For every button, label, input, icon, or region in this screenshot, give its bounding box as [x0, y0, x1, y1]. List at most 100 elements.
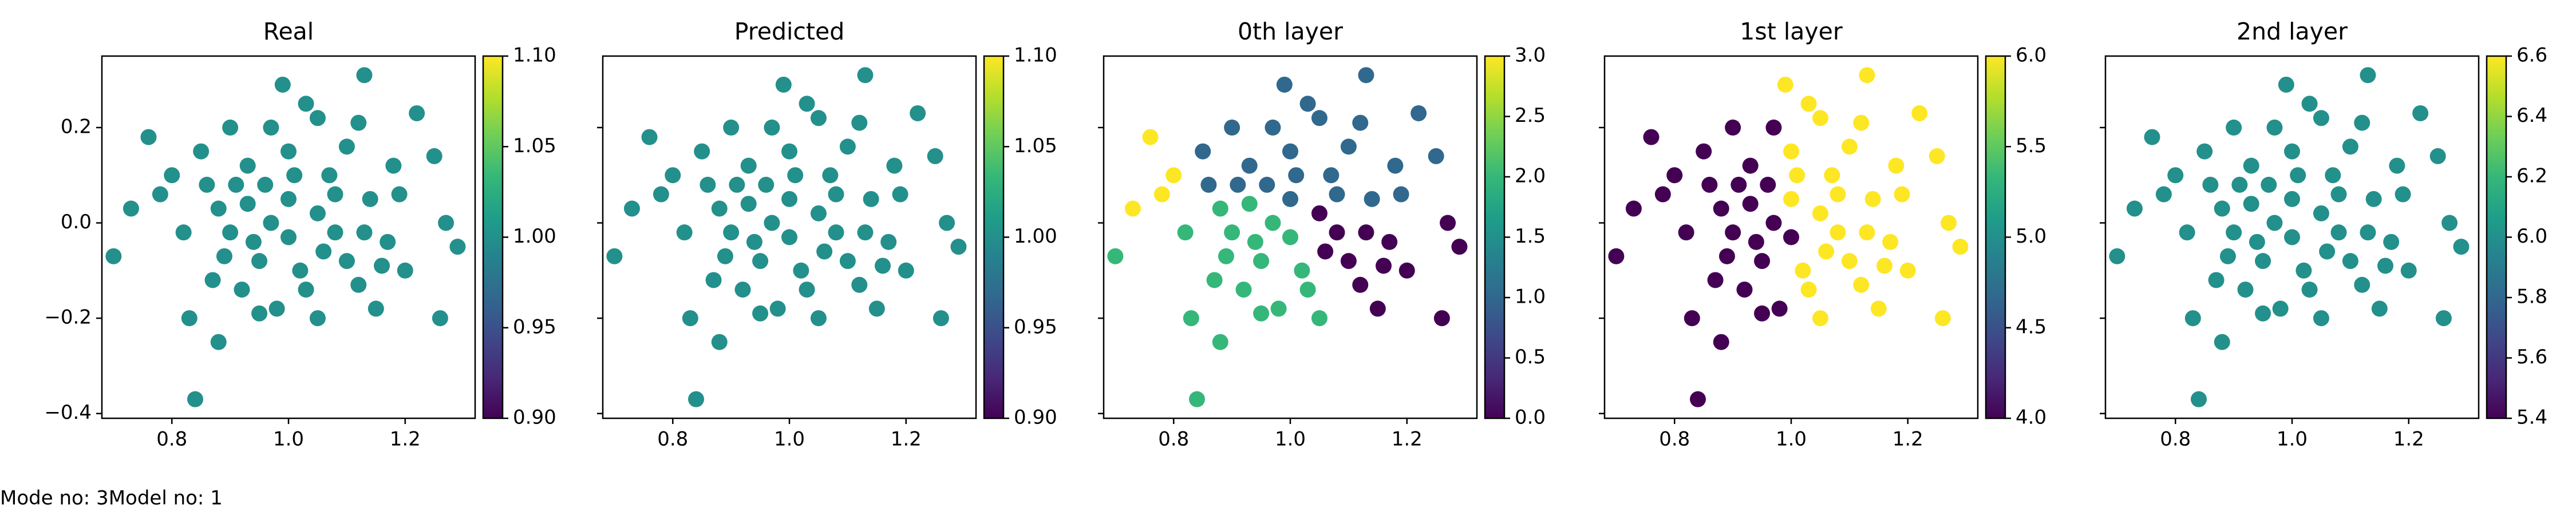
- point: [775, 76, 792, 93]
- colorbar-tick-label: 6.0: [2516, 225, 2547, 248]
- point: [898, 262, 914, 279]
- point: [1177, 224, 1194, 241]
- point: [2272, 300, 2289, 317]
- point: [2214, 200, 2230, 217]
- point: [1824, 167, 1840, 184]
- point: [875, 258, 891, 274]
- point: [740, 157, 757, 174]
- colorbar-tick-label: 0.90: [513, 406, 556, 429]
- point: [1853, 276, 1870, 293]
- point: [839, 138, 856, 155]
- point: [2226, 224, 2242, 241]
- point: [1247, 233, 1263, 250]
- point: [851, 114, 868, 131]
- point: [933, 310, 949, 327]
- point: [665, 167, 681, 184]
- point: [816, 243, 833, 260]
- point: [263, 215, 279, 231]
- point: [1381, 233, 1398, 250]
- point: [1864, 191, 1881, 207]
- point: [2313, 310, 2329, 327]
- point: [350, 276, 367, 293]
- x-tick-label: 1.2: [1392, 428, 1423, 451]
- point: [2354, 114, 2370, 131]
- point: [1894, 186, 1910, 203]
- point: [2389, 157, 2405, 174]
- point: [1725, 224, 1741, 241]
- point: [2202, 176, 2219, 193]
- point: [839, 253, 856, 270]
- colorbar: [1484, 55, 1506, 419]
- point: [239, 196, 256, 212]
- point: [2342, 138, 2358, 155]
- point: [1713, 334, 1729, 350]
- point: [2109, 248, 2125, 264]
- point: [1270, 300, 1287, 317]
- point: [187, 391, 203, 407]
- x-tick-label: 1.0: [2277, 428, 2308, 451]
- point: [1818, 243, 1835, 260]
- point: [1899, 262, 1916, 279]
- point: [910, 105, 926, 121]
- point: [1783, 143, 1799, 160]
- point: [210, 200, 227, 217]
- point: [356, 224, 373, 241]
- x-tick-label: 1.2: [891, 428, 922, 451]
- colorbar-tick-label: 1.10: [1014, 44, 1057, 67]
- colorbar-tick-label: 2.5: [1515, 104, 1546, 127]
- point: [309, 310, 326, 327]
- point: [327, 224, 343, 241]
- point: [315, 243, 332, 260]
- point: [1812, 205, 1828, 221]
- colorbar-tick-label: 5.0: [2016, 225, 2046, 248]
- point: [380, 233, 396, 250]
- point: [123, 200, 139, 217]
- point: [1754, 253, 1771, 270]
- point: [2319, 243, 2336, 260]
- point: [1299, 96, 1316, 112]
- point: [1311, 310, 1327, 327]
- point: [1812, 110, 1828, 126]
- point: [711, 200, 728, 217]
- point: [1282, 229, 1298, 245]
- point: [2126, 200, 2143, 217]
- point: [734, 282, 751, 298]
- point: [723, 224, 740, 241]
- point: [234, 282, 250, 298]
- point: [1701, 176, 1718, 193]
- x-tick-label: 1.0: [273, 428, 304, 451]
- point: [1929, 148, 1945, 164]
- point: [338, 253, 355, 270]
- footer-text: Mode no: 3Model no: 1: [0, 487, 223, 510]
- point: [245, 233, 262, 250]
- x-tick-label: 1.2: [2393, 428, 2424, 451]
- point: [1253, 305, 1270, 322]
- point: [2342, 253, 2358, 270]
- point: [1329, 186, 1345, 203]
- point: [1282, 143, 1298, 160]
- point: [1212, 200, 1228, 217]
- point: [2360, 224, 2376, 241]
- point: [1428, 148, 1444, 164]
- point: [1294, 262, 1310, 279]
- point: [1311, 205, 1327, 221]
- point: [1393, 186, 1409, 203]
- point: [1934, 310, 1951, 327]
- point: [1760, 176, 1776, 193]
- point: [1311, 110, 1327, 126]
- point: [257, 176, 274, 193]
- point: [2313, 205, 2329, 221]
- point: [274, 76, 291, 93]
- point: [764, 215, 780, 231]
- point: [1765, 215, 1782, 231]
- point: [769, 300, 786, 317]
- point: [1352, 276, 1369, 293]
- point: [2284, 143, 2300, 160]
- colorbar: [1985, 55, 2006, 419]
- point: [1364, 191, 1380, 207]
- point: [682, 310, 698, 327]
- point: [1218, 248, 1234, 264]
- point: [857, 67, 874, 84]
- point: [711, 334, 728, 350]
